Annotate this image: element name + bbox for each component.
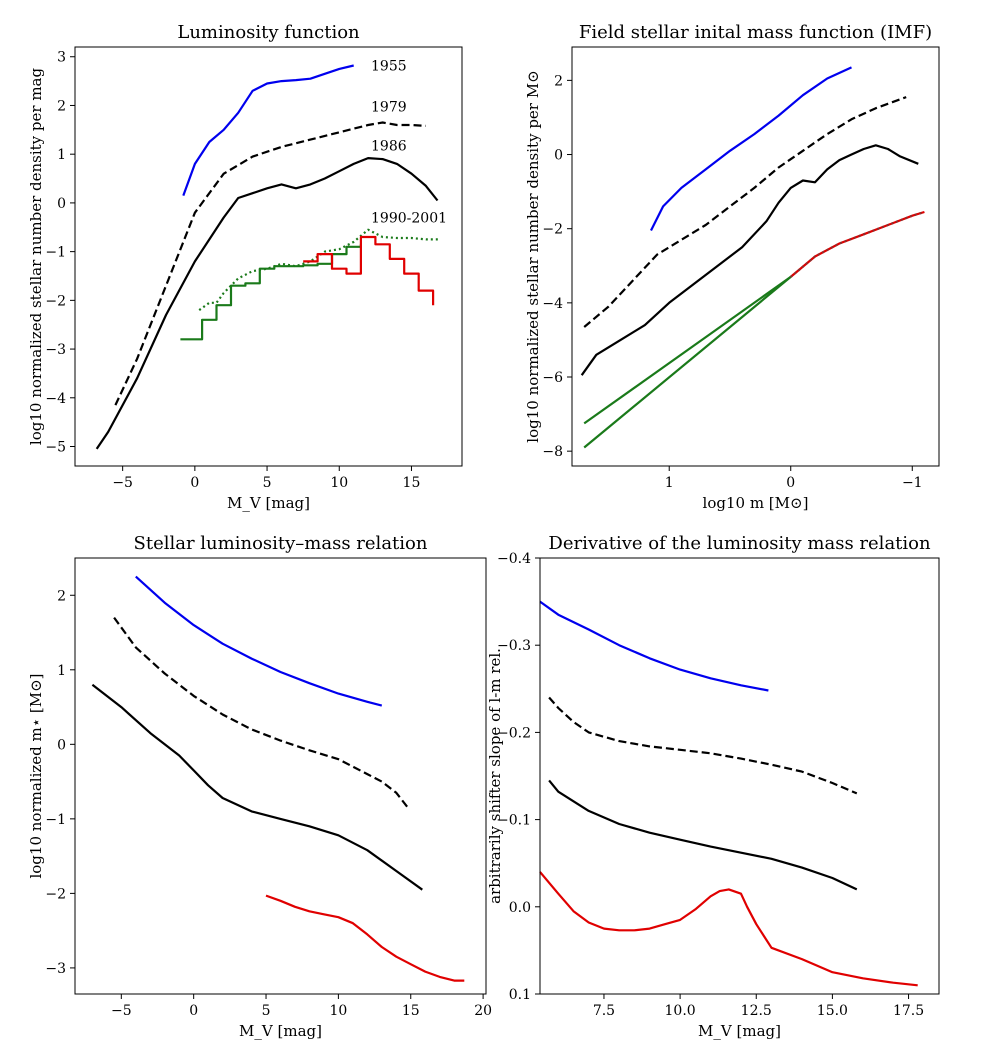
y-tick-label: −5	[45, 440, 66, 456]
series-1-1-line	[583, 96, 907, 328]
y-axis-label: log10 normalized stellar number density …	[27, 68, 45, 446]
y-tick-label: −4	[542, 296, 563, 312]
annotation-label: 1955	[371, 59, 407, 75]
series-0-2-line	[95, 157, 439, 450]
axes-frame	[539, 557, 940, 995]
x-tick-label: 5	[263, 475, 272, 491]
x-tick-label: 17.5	[893, 1003, 924, 1019]
x-tick-label: 15.0	[817, 1003, 848, 1019]
y-tick-label: −2	[45, 293, 66, 309]
annotation-label: 1979	[371, 99, 407, 115]
y-axis-label: arbitrarily shifter slope of l-m rel.	[486, 648, 504, 904]
y-tick-label: −0.2	[497, 725, 531, 741]
x-tick-label: 1	[665, 475, 674, 491]
y-tick-label: 0.0	[509, 900, 531, 916]
y-tick-label: 3	[57, 50, 66, 66]
x-tick-label: 12.5	[741, 1003, 772, 1019]
y-tick-label: 0	[57, 737, 66, 753]
x-tick-label: −5	[112, 475, 133, 491]
series-0-3-line	[198, 228, 441, 311]
x-tick-label: 15	[402, 1003, 420, 1019]
x-tick-label: 5	[262, 1003, 271, 1019]
x-axis-label: M_V [mag]	[698, 1022, 781, 1040]
series-0-1-line	[114, 121, 426, 406]
axes-frame	[571, 46, 940, 467]
series-3-0-line	[539, 600, 769, 692]
series-3-2-line	[548, 779, 858, 891]
x-tick-label: 0	[189, 1003, 198, 1019]
y-tick-label: 0.1	[509, 987, 531, 1003]
x-axis-label: M_V [mag]	[239, 1022, 322, 1040]
chart-title: Luminosity function	[177, 22, 360, 43]
x-tick-label: −1	[902, 475, 923, 491]
x-tick-label: 10	[329, 1003, 347, 1019]
panel-derivative-luminosity-mass: 7.5 10.0 12.5 15.0 17.5 −0.4 −0.3 −0.2 −0.1 0.0 0.…	[486, 533, 940, 1040]
y-tick-label: −3	[45, 342, 66, 358]
x-tick-label: −5	[111, 1003, 132, 1019]
y-tick-label: −0.1	[497, 813, 531, 829]
y-tick-label: 2	[57, 588, 66, 604]
y-tick-label: 2	[554, 73, 563, 89]
chart-title: Stellar luminosity–mass relation	[134, 533, 428, 554]
y-tick-label: −2	[45, 886, 66, 902]
series-1-5-line	[789, 210, 925, 278]
series-0-5-line	[303, 235, 435, 306]
y-tick-label: −1	[45, 245, 66, 261]
series-1-4-line	[583, 276, 792, 449]
x-tick-label: 7.5	[593, 1003, 615, 1019]
chart-title: Derivative of the luminosity mass relati…	[548, 533, 931, 554]
series-0-4-line	[180, 244, 362, 341]
series-1-6-line	[789, 210, 925, 278]
y-tick-label: 0	[57, 196, 66, 212]
series-2-2-line	[91, 683, 423, 891]
panel-luminosity-function: −5 0 5 10 15 −5 −4 −3 −2 −1 0 1 2 3 Luminosity functio…	[27, 22, 463, 512]
x-tick-label: 10.0	[665, 1003, 696, 1019]
y-axis-label: log10 normalized m⋆ [M⊙]	[27, 673, 45, 878]
y-tick-label: −0.4	[497, 551, 531, 567]
y-tick-label: −2	[542, 222, 563, 238]
y-tick-label: −0.3	[497, 638, 531, 654]
series-0-0-line	[182, 64, 354, 196]
x-tick-label: 20	[474, 1003, 492, 1019]
x-tick-label: 15	[403, 475, 421, 491]
y-tick-label: −1	[45, 812, 66, 828]
annotation-label: 1990-2001	[371, 211, 447, 227]
y-tick-label: −8	[542, 444, 563, 460]
series-1-0-line	[650, 66, 852, 231]
series-2-0-line	[135, 575, 383, 707]
y-tick-label: −3	[45, 961, 66, 977]
y-tick-label: 1	[57, 147, 66, 163]
x-axis-label: M_V [mag]	[227, 494, 310, 512]
x-axis-label: log10 m [M⊙]	[703, 494, 809, 512]
x-tick-label: 10	[330, 475, 348, 491]
y-tick-label: −6	[542, 370, 563, 386]
chart-title: Field stellar inital mass function (IMF)	[579, 22, 932, 43]
series-3-1-line	[548, 696, 858, 795]
x-tick-label: 0	[786, 475, 795, 491]
y-tick-label: 2	[57, 98, 66, 114]
y-axis-label: log10 normalized stellar number density …	[524, 70, 542, 442]
series-3-3-line	[539, 871, 918, 987]
panel-field-imf: 1 0 −1 2 0 −2 −4 −6 −8 Field stellar inital mass …	[524, 22, 940, 512]
series-1-3-line	[583, 276, 792, 425]
axes-frame	[74, 557, 487, 995]
y-tick-label: −4	[45, 391, 66, 407]
series-1-2-line	[580, 144, 919, 376]
axes-frame	[74, 46, 463, 467]
series-2-3-line	[265, 894, 465, 982]
series-2-1-line	[113, 616, 409, 809]
y-tick-label: 0	[554, 148, 563, 164]
annotation-label: 1986	[371, 138, 407, 154]
y-tick-label: 1	[57, 663, 66, 679]
x-tick-label: 0	[190, 475, 199, 491]
